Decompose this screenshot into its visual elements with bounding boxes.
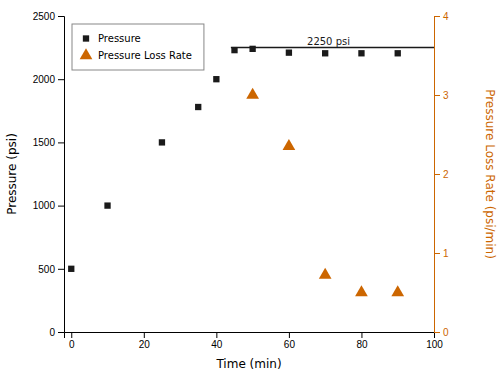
chart: 0204060801000500100015002000250001234225… bbox=[0, 0, 500, 378]
y2-axis: 0 1 2 3 4 bbox=[434, 11, 449, 338]
series bbox=[68, 46, 401, 272]
y-axis-title: Pressure (psi) bbox=[5, 133, 19, 215]
tick-mark bbox=[58, 79, 64, 80]
point bbox=[213, 76, 219, 82]
tick-label: 1000 bbox=[33, 200, 56, 211]
tick: 40 bbox=[211, 332, 223, 350]
point bbox=[322, 50, 328, 56]
legend-label: Pressure Loss Rate bbox=[98, 50, 192, 61]
legend-label: Pressure bbox=[98, 33, 141, 44]
tick-mark bbox=[216, 332, 217, 338]
tick-label: 60 bbox=[284, 339, 296, 350]
annotation: 2250 psi bbox=[307, 36, 350, 47]
tick: 2000 bbox=[33, 74, 64, 85]
point bbox=[68, 266, 74, 272]
tick: 500 bbox=[38, 264, 64, 275]
point bbox=[391, 285, 404, 296]
axis-line bbox=[65, 333, 435, 339]
tick: 2 bbox=[434, 169, 449, 180]
tick: 60 bbox=[284, 332, 296, 350]
legend-symbol bbox=[83, 35, 89, 41]
tick: 2500 bbox=[33, 11, 64, 22]
tick-mark bbox=[71, 332, 72, 338]
tick: 0 bbox=[69, 332, 75, 350]
point bbox=[283, 139, 296, 150]
tick-mark bbox=[58, 16, 64, 17]
tick-mark bbox=[434, 253, 440, 254]
point bbox=[249, 46, 255, 52]
series bbox=[246, 88, 404, 297]
tick-mark bbox=[144, 332, 145, 338]
tick: 80 bbox=[356, 332, 368, 350]
legend-item: Pressure Loss Rate bbox=[80, 48, 192, 60]
tick-label: 0 bbox=[49, 327, 55, 338]
tick: 1000 bbox=[33, 200, 64, 211]
point bbox=[104, 202, 110, 208]
tick-label: 3 bbox=[443, 90, 449, 101]
tick-label: 40 bbox=[211, 339, 223, 350]
tick: 100 bbox=[426, 332, 443, 350]
tick-label: 500 bbox=[38, 264, 55, 275]
tick-mark bbox=[58, 142, 64, 143]
tick: 4 bbox=[434, 11, 449, 22]
tick-label: 4 bbox=[443, 11, 449, 22]
tick: 1 bbox=[434, 248, 449, 259]
x-axis: 0 20 40 60 80 100 bbox=[65, 332, 444, 350]
tick: 1500 bbox=[33, 137, 64, 148]
tick-label: 0 bbox=[69, 339, 75, 350]
tick-mark bbox=[289, 332, 290, 338]
plot: 0204060801000500100015002000250001234225… bbox=[33, 11, 449, 350]
tick: 0 bbox=[49, 327, 64, 338]
y-axis: 0 500 1000 1500 2000 2500 bbox=[33, 11, 65, 338]
point bbox=[286, 49, 292, 55]
legend-symbol bbox=[80, 48, 93, 59]
tick-label: 1500 bbox=[33, 137, 56, 148]
point bbox=[395, 50, 401, 56]
y2-axis-title: Pressure Loss Rate (psi/min) bbox=[483, 89, 497, 259]
tick-mark bbox=[434, 16, 440, 17]
legend-item: Pressure bbox=[83, 33, 141, 44]
axis-line bbox=[435, 17, 441, 333]
tick-label: 2 bbox=[443, 169, 449, 180]
marks bbox=[68, 46, 434, 296]
axis-line bbox=[58, 17, 65, 333]
x-axis-title: Time (min) bbox=[215, 357, 281, 371]
point bbox=[246, 88, 259, 99]
tick-mark bbox=[58, 269, 64, 270]
legend: Pressure Pressure Loss Rate bbox=[72, 24, 204, 70]
tick-label: 80 bbox=[356, 339, 368, 350]
tick-mark bbox=[58, 206, 64, 207]
point bbox=[358, 50, 364, 56]
tick-mark bbox=[434, 174, 440, 175]
tick-mark bbox=[361, 332, 362, 338]
point bbox=[319, 268, 332, 279]
point bbox=[231, 47, 237, 53]
tick-mark bbox=[434, 95, 440, 96]
tick-mark bbox=[434, 332, 440, 333]
tick-label: 20 bbox=[139, 339, 151, 350]
point bbox=[355, 285, 368, 296]
tick-label: 2500 bbox=[33, 11, 56, 22]
tick-label: 1 bbox=[443, 248, 449, 259]
tick-label: 2000 bbox=[33, 74, 56, 85]
point bbox=[159, 139, 165, 145]
tick-mark bbox=[58, 332, 64, 333]
tick: 20 bbox=[139, 332, 151, 350]
tick-label: 100 bbox=[426, 339, 443, 350]
tick: 0 bbox=[434, 327, 449, 338]
tick: 3 bbox=[434, 90, 449, 101]
tick-label: 0 bbox=[443, 327, 449, 338]
legend-box bbox=[72, 24, 204, 70]
point bbox=[195, 104, 201, 110]
